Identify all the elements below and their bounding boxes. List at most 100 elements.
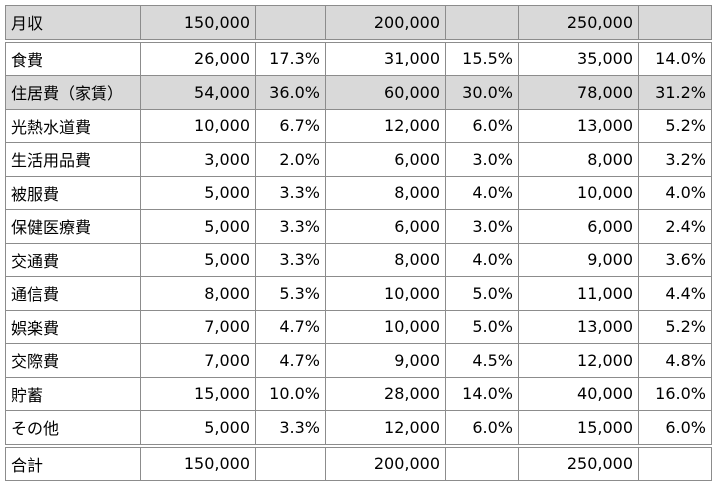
cell: 150,000 bbox=[140, 445, 256, 481]
cell: 15,000 bbox=[518, 410, 639, 448]
cell: 2.0% bbox=[255, 142, 326, 177]
row-label: 光熱水道費 bbox=[5, 108, 141, 143]
cell: 9,000 bbox=[518, 242, 639, 277]
cell: 4.7% bbox=[255, 309, 326, 344]
cell: 13,000 bbox=[518, 108, 639, 143]
cell: 7,000 bbox=[140, 309, 256, 344]
cell: 3.3% bbox=[255, 242, 326, 277]
cell: 3.3% bbox=[255, 410, 326, 448]
cell: 30.0% bbox=[445, 75, 519, 110]
table-body: 月収 150,000 200,000 250,000 食費 26,000 17.3% 31,0… bbox=[5, 5, 712, 481]
header-row: 月収 150,000 200,000 250,000 bbox=[5, 5, 712, 43]
cell: 200,000 bbox=[325, 5, 446, 43]
cell: 35,000 bbox=[518, 40, 639, 76]
cell bbox=[445, 445, 519, 481]
row-label: 合計 bbox=[5, 445, 141, 481]
cell: 6,000 bbox=[325, 142, 446, 177]
cell: 6.7% bbox=[255, 108, 326, 143]
cell: 16.0% bbox=[638, 376, 712, 411]
cell: 250,000 bbox=[518, 5, 639, 43]
cell: 14.0% bbox=[638, 40, 712, 76]
cell bbox=[638, 445, 712, 481]
cell: 8,000 bbox=[140, 276, 256, 311]
cell: 6.0% bbox=[445, 410, 519, 448]
cell: 4.5% bbox=[445, 343, 519, 378]
row-label: 娯楽費 bbox=[5, 309, 141, 344]
cell bbox=[255, 5, 326, 43]
cell: 5.2% bbox=[638, 309, 712, 344]
row-label: 交際費 bbox=[5, 343, 141, 378]
cell: 4.0% bbox=[445, 175, 519, 210]
row-label: 被服費 bbox=[5, 175, 141, 210]
cell: 5,000 bbox=[140, 242, 256, 277]
cell: 26,000 bbox=[140, 40, 256, 76]
cell: 200,000 bbox=[325, 445, 446, 481]
data-row: 通信費 8,000 5.3% 10,000 5.0% 11,000 4.4% bbox=[5, 276, 712, 311]
cell: 4.8% bbox=[638, 343, 712, 378]
cell: 5.3% bbox=[255, 276, 326, 311]
cell: 5,000 bbox=[140, 410, 256, 448]
data-row: 保健医療費 5,000 3.3% 6,000 3.0% 6,000 2.4% bbox=[5, 209, 712, 244]
cell: 3.0% bbox=[445, 209, 519, 244]
data-row: 娯楽費 7,000 4.7% 10,000 5.0% 13,000 5.2% bbox=[5, 309, 712, 344]
cell: 3.0% bbox=[445, 142, 519, 177]
cell: 8,000 bbox=[325, 242, 446, 277]
cell: 4.7% bbox=[255, 343, 326, 378]
cell: 31,000 bbox=[325, 40, 446, 76]
cell: 28,000 bbox=[325, 376, 446, 411]
row-label: 交通費 bbox=[5, 242, 141, 277]
cell: 5.0% bbox=[445, 309, 519, 344]
row-label: 月収 bbox=[5, 5, 141, 43]
cell: 54,000 bbox=[140, 75, 256, 110]
cell: 3.3% bbox=[255, 175, 326, 210]
cell: 10.0% bbox=[255, 376, 326, 411]
cell: 5,000 bbox=[140, 209, 256, 244]
cell: 15,000 bbox=[140, 376, 256, 411]
cell: 12,000 bbox=[518, 343, 639, 378]
data-row: 光熱水道費 10,000 6.7% 12,000 6.0% 13,000 5.2% bbox=[5, 108, 712, 143]
data-row: 被服費 5,000 3.3% 8,000 4.0% 10,000 4.0% bbox=[5, 175, 712, 210]
cell: 12,000 bbox=[325, 108, 446, 143]
row-label: 住居費（家賃） bbox=[5, 75, 141, 110]
cell: 78,000 bbox=[518, 75, 639, 110]
cell: 10,000 bbox=[518, 175, 639, 210]
cell: 10,000 bbox=[325, 276, 446, 311]
cell: 6,000 bbox=[518, 209, 639, 244]
cell: 9,000 bbox=[325, 343, 446, 378]
cell: 14.0% bbox=[445, 376, 519, 411]
budget-table: 月収 150,000 200,000 250,000 食費 26,000 17.3% 31,0… bbox=[5, 5, 712, 481]
cell: 17.3% bbox=[255, 40, 326, 76]
cell: 13,000 bbox=[518, 309, 639, 344]
cell: 12,000 bbox=[325, 410, 446, 448]
cell: 31.2% bbox=[638, 75, 712, 110]
cell: 3.3% bbox=[255, 209, 326, 244]
cell: 4.0% bbox=[445, 242, 519, 277]
cell bbox=[638, 5, 712, 43]
cell: 15.5% bbox=[445, 40, 519, 76]
total-row: 合計 150,000 200,000 250,000 bbox=[5, 445, 712, 481]
data-row: 交際費 7,000 4.7% 9,000 4.5% 12,000 4.8% bbox=[5, 343, 712, 378]
row-label: 生活用品費 bbox=[5, 142, 141, 177]
data-row: 交通費 5,000 3.3% 8,000 4.0% 9,000 3.6% bbox=[5, 242, 712, 277]
cell: 6.0% bbox=[638, 410, 712, 448]
cell: 8,000 bbox=[518, 142, 639, 177]
cell: 10,000 bbox=[140, 108, 256, 143]
data-row: 貯蓄 15,000 10.0% 28,000 14.0% 40,000 16.0% bbox=[5, 376, 712, 411]
cell: 2.4% bbox=[638, 209, 712, 244]
cell bbox=[445, 5, 519, 43]
cell: 4.4% bbox=[638, 276, 712, 311]
row-label: 通信費 bbox=[5, 276, 141, 311]
row-label: 貯蓄 bbox=[5, 376, 141, 411]
data-row: 生活用品費 3,000 2.0% 6,000 3.0% 8,000 3.2% bbox=[5, 142, 712, 177]
cell: 36.0% bbox=[255, 75, 326, 110]
cell: 11,000 bbox=[518, 276, 639, 311]
cell: 250,000 bbox=[518, 445, 639, 481]
cell: 3.2% bbox=[638, 142, 712, 177]
cell: 10,000 bbox=[325, 309, 446, 344]
cell: 5,000 bbox=[140, 175, 256, 210]
cell: 7,000 bbox=[140, 343, 256, 378]
row-label: 保健医療費 bbox=[5, 209, 141, 244]
cell: 60,000 bbox=[325, 75, 446, 110]
cell: 6,000 bbox=[325, 209, 446, 244]
